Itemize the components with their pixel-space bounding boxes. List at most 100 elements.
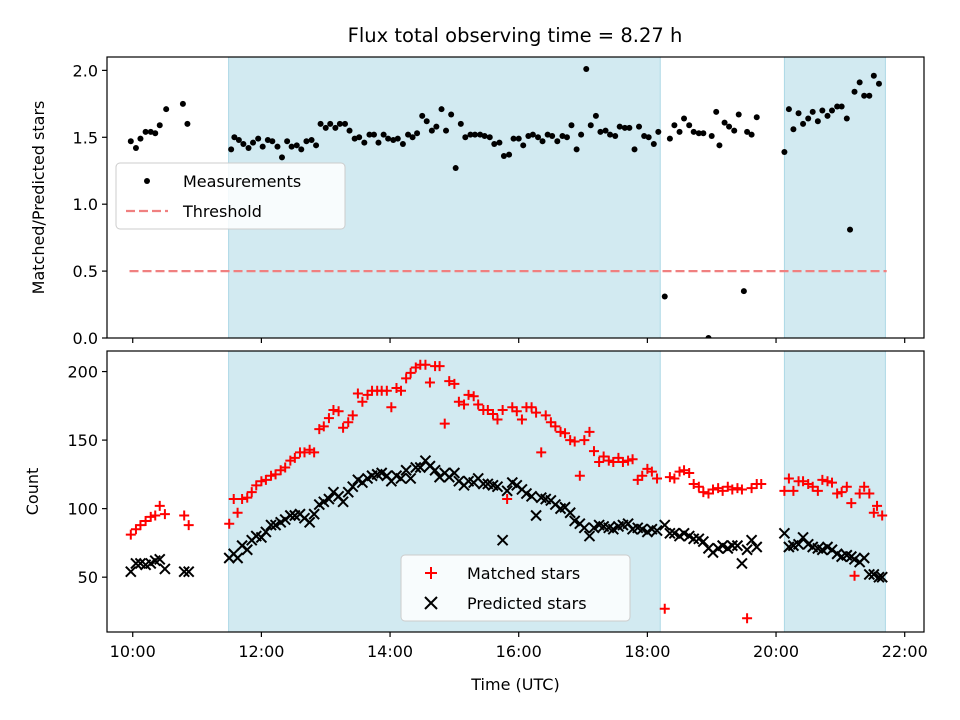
measurement-point [578, 131, 585, 138]
predicted-stars-point [410, 461, 422, 474]
measurement-point [681, 115, 688, 122]
matched-stars-point [251, 480, 262, 491]
measurement-point [785, 106, 792, 113]
matched-stars-point [827, 477, 838, 488]
matched-stars-point [482, 404, 493, 415]
measurement-point [356, 134, 363, 141]
measurement-point [423, 118, 430, 125]
predicted-stars-point [231, 552, 244, 564]
matched-stars-point [531, 407, 542, 418]
matched-stars-point [732, 483, 743, 494]
measurement-point [795, 110, 802, 117]
measurement-point [486, 134, 493, 141]
measurement-point [179, 100, 186, 107]
measurement-point [399, 140, 406, 147]
x-tick-label: 14:00 [367, 642, 413, 661]
matched-stars-point [395, 385, 406, 396]
measurement-point [284, 138, 291, 145]
matched-stars-point [872, 500, 883, 511]
matched-stars-point [289, 452, 300, 463]
predicted-stars-point [697, 535, 710, 548]
matched-stars-point [328, 404, 339, 415]
matched-stars-point [807, 481, 818, 492]
predicted-stars-point [564, 507, 576, 519]
measurement-point [829, 107, 836, 114]
x-tick-label: 18:00 [624, 642, 670, 661]
matched-stars-point [679, 465, 690, 476]
measurement-point [645, 134, 652, 141]
measurement-point [506, 151, 513, 158]
measurement-point [259, 143, 266, 150]
measurement-point [834, 103, 841, 110]
predicted-stars-point [778, 527, 791, 540]
matched-stars-point [864, 488, 875, 499]
predicted-stars-point [448, 467, 461, 479]
matched-stars-point [150, 510, 161, 521]
matched-stars-point [569, 436, 580, 447]
measurement-point [824, 112, 831, 119]
measurement-point [443, 127, 450, 134]
measurement-point [142, 128, 149, 135]
measurement-point [607, 131, 614, 138]
measurement-point [535, 134, 542, 141]
matched-stars-point [381, 385, 392, 396]
measurement-point [346, 127, 353, 134]
matched-stars-point [434, 361, 445, 372]
y-tick-label: 1.5 [73, 128, 98, 147]
matched-stars-point [468, 391, 479, 402]
matched-stars-point [822, 476, 833, 487]
matched-stars-point [832, 488, 843, 499]
y-axis-label: Count [23, 468, 42, 516]
matched-stars-point [420, 359, 431, 370]
predicted-stars-point [664, 527, 676, 540]
matched-stars-point [540, 410, 551, 421]
x-tick-label: 20:00 [753, 642, 799, 661]
matched-stars-point [228, 494, 239, 505]
measurement-point [394, 135, 401, 142]
measurement-point [525, 132, 532, 139]
measurement-point [327, 120, 334, 127]
measurement-point [661, 293, 668, 300]
measurement-point [298, 146, 305, 153]
measurement-point [375, 139, 382, 146]
y-tick-label: 2.0 [73, 61, 98, 80]
measurement-point [626, 124, 633, 131]
measurement-point [539, 138, 546, 145]
predicted-stars-point [260, 526, 272, 538]
y-axis-label: Matched/Predicted stars [29, 101, 48, 295]
matched-stars-point [664, 472, 675, 483]
measurement-point [814, 118, 821, 125]
predicted-stars-point [477, 478, 490, 490]
predicted-stars-point [308, 508, 320, 520]
measurement-point [491, 140, 498, 147]
x-tick-label: 22:00 [882, 642, 928, 661]
measurement-point [843, 115, 850, 122]
matched-stars-point [836, 487, 847, 498]
matched-stars-point [688, 478, 699, 489]
measurement-point [847, 226, 854, 233]
predicted-stars-point [873, 571, 885, 583]
predicted-stars-point [501, 485, 513, 497]
measurement-point [414, 130, 421, 137]
matched-stars-point [674, 466, 685, 477]
matched-stars-point [318, 421, 329, 432]
measurement-point [805, 115, 812, 122]
matched-stars-point [659, 603, 670, 614]
matched-stars-point [742, 613, 753, 624]
measurement-point [156, 122, 163, 129]
measurement-point [587, 122, 594, 129]
predicted-stars-point [751, 541, 763, 553]
axes-frame [106, 350, 925, 633]
matched-stars-point [579, 435, 590, 446]
measurement-point [726, 123, 733, 130]
matched-stars-point [594, 457, 605, 468]
matched-stars-point [560, 428, 571, 439]
matched-stars-point [698, 487, 709, 498]
measurement-point [529, 131, 536, 138]
matched-stars-point [405, 367, 416, 378]
matched-stars-point [555, 426, 566, 437]
matched-stars-point [449, 378, 460, 389]
measurement-point [235, 136, 242, 143]
observing-window-band [783, 56, 886, 339]
measurement-point [690, 128, 697, 135]
